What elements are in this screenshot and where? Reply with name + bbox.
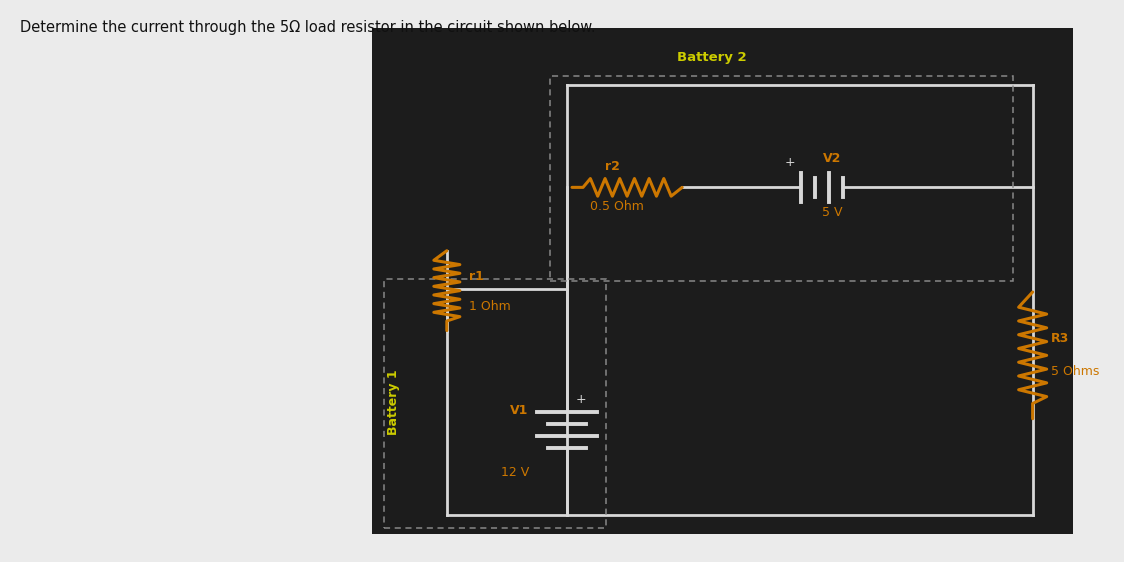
Text: V1: V1 bbox=[510, 404, 528, 417]
Text: r2: r2 bbox=[605, 160, 619, 173]
Bar bbox=[383, 279, 606, 528]
Bar bbox=[372, 28, 1072, 534]
Text: 12 V: 12 V bbox=[501, 466, 529, 479]
Text: Determine the current through the 5Ω load resistor in the circuit shown below.: Determine the current through the 5Ω loa… bbox=[20, 20, 596, 35]
Text: 1 Ohm: 1 Ohm bbox=[469, 300, 510, 312]
Text: +: + bbox=[575, 393, 587, 406]
Text: 0.5 Ohm: 0.5 Ohm bbox=[590, 200, 644, 213]
Text: R3: R3 bbox=[1051, 332, 1069, 345]
Text: 5 Ohms: 5 Ohms bbox=[1051, 365, 1099, 378]
Text: V2: V2 bbox=[823, 152, 842, 165]
Text: Battery 2: Battery 2 bbox=[678, 52, 747, 65]
Text: +: + bbox=[785, 156, 796, 169]
Text: 5 V: 5 V bbox=[822, 206, 843, 219]
Text: Battery 1: Battery 1 bbox=[388, 369, 400, 435]
Text: r1: r1 bbox=[469, 270, 483, 283]
Bar bbox=[550, 76, 1013, 281]
